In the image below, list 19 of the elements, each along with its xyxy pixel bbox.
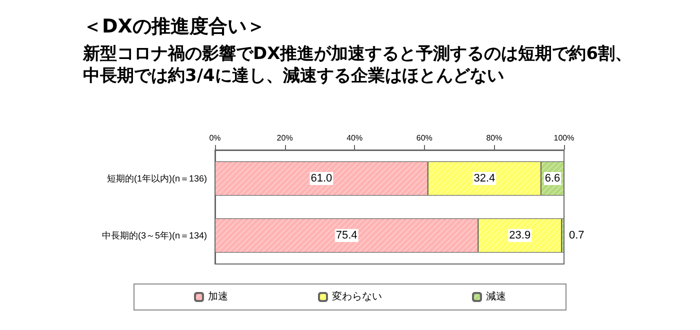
legend-label: 減速 bbox=[486, 290, 506, 302]
data-label: 23.9 bbox=[509, 230, 531, 242]
x-tick-label: 60% bbox=[416, 134, 432, 142]
legend-label: 変わらない bbox=[332, 290, 382, 302]
data-label: 6.6 bbox=[544, 172, 560, 184]
chart-subtitle: 新型コロナ禍の影響でDX推進が加速すると予測するのは短期で約6割、中長期では約3/4に達し、減速する企業はほとんどない bbox=[82, 44, 632, 86]
x-tick-label: 40% bbox=[346, 134, 363, 142]
data-label: 75.4 bbox=[336, 230, 358, 242]
data-label: 32.4 bbox=[474, 172, 496, 184]
x-tick-label: 20% bbox=[276, 134, 293, 142]
y-tick-label: 中長期的(3～5年)(n＝134) bbox=[102, 230, 207, 240]
x-tick-label: 80% bbox=[486, 134, 502, 142]
x-tick-label: 100% bbox=[554, 134, 574, 142]
data-label: 61.0 bbox=[310, 172, 332, 184]
x-tick-label: 0% bbox=[209, 134, 221, 142]
chart-title: ＜DXの推進度合い＞ bbox=[83, 16, 266, 38]
data-label: 0.7 bbox=[569, 230, 584, 242]
y-tick-label: 短期的(1年以内)(n＝136) bbox=[106, 174, 207, 184]
legend-label: 加速 bbox=[208, 290, 228, 302]
